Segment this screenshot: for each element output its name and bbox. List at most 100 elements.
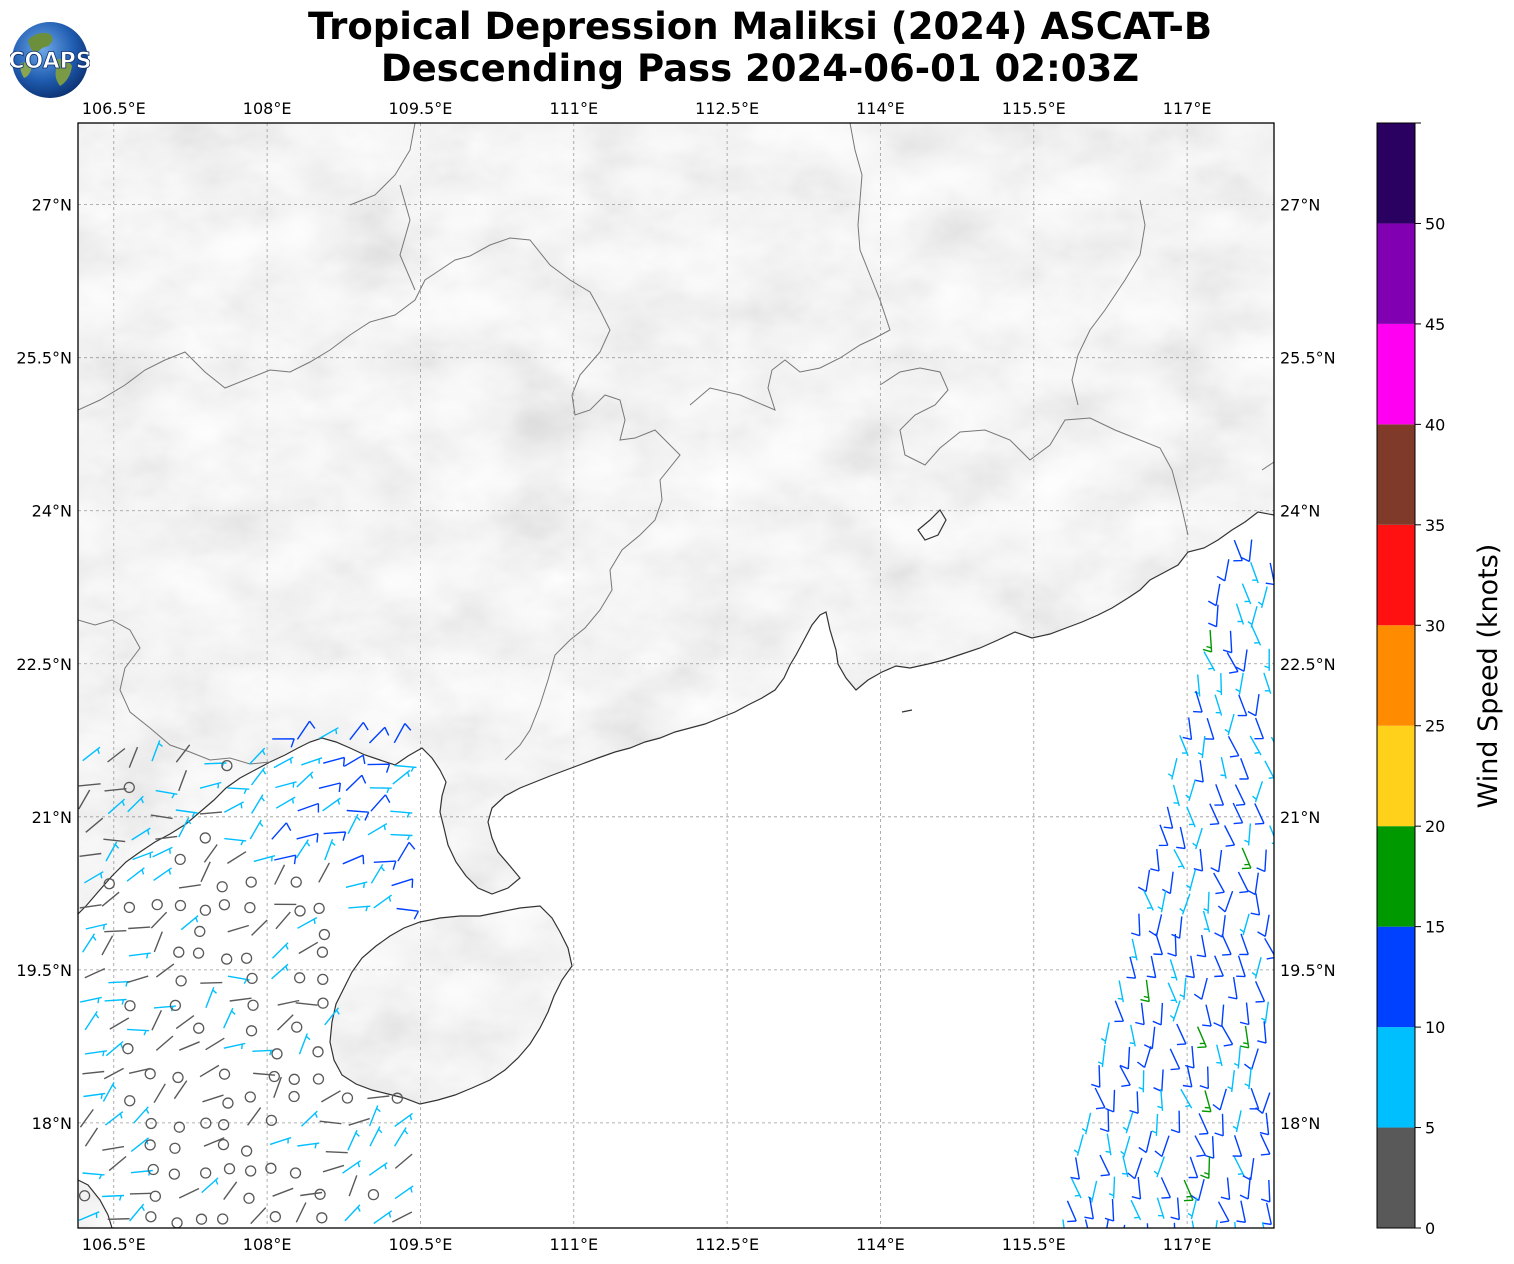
wind-barb — [80, 996, 102, 1004]
wind-barb — [1084, 1196, 1094, 1220]
wind-barb — [1135, 1002, 1145, 1026]
wind-barb — [272, 942, 289, 959]
wind-barb — [152, 846, 173, 858]
lon-tick-label-bottom: 112.5°E — [695, 1235, 759, 1254]
wind-barb — [1129, 1091, 1139, 1114]
wind-barb — [1250, 893, 1261, 916]
longitude-labels-top: 106.5°E 108°E 109.5°E 111°E 112.5°E 114°E 115.… — [82, 99, 1212, 118]
wind-barb — [1264, 648, 1270, 671]
wind-barb — [1250, 562, 1259, 584]
wind-barb — [1232, 802, 1244, 825]
wind-barb — [274, 864, 286, 885]
colorbar-tick-label: 45 — [1425, 315, 1445, 334]
wind-barb — [368, 1105, 381, 1127]
wind-barb — [373, 860, 397, 870]
wind-barb — [1233, 1046, 1241, 1069]
wind-barb — [370, 864, 385, 884]
wind-barb — [249, 819, 264, 840]
wind-barb — [130, 1137, 150, 1152]
wind-barb — [223, 1181, 238, 1201]
wind-barb — [1138, 1070, 1145, 1093]
colorbar-bin — [1377, 1027, 1415, 1128]
colorbar-bin — [1377, 323, 1415, 425]
wind-barb — [272, 1187, 294, 1197]
wind-barb — [1232, 1110, 1242, 1133]
wind-barb — [1148, 914, 1163, 937]
lon-tick-label-bottom: 115.5°E — [1002, 1235, 1066, 1254]
wind-barb — [82, 1070, 105, 1075]
wind-barb — [342, 854, 365, 865]
wind-barb — [79, 1108, 94, 1128]
wind-barb — [1250, 625, 1262, 646]
wind-barb — [1255, 1092, 1271, 1114]
wind-barb — [1233, 1156, 1245, 1177]
wind-barb — [1073, 1134, 1084, 1156]
wind-barb — [203, 844, 218, 863]
wind-barb — [1169, 1000, 1181, 1022]
wind-barb — [224, 837, 247, 846]
wind-barb — [200, 981, 223, 984]
wind-barb — [105, 1040, 124, 1057]
wind-barb — [251, 919, 268, 936]
wind-barb — [1228, 976, 1238, 1000]
wind-barb — [104, 1111, 124, 1126]
wind-barb — [175, 744, 191, 763]
lon-tick-label-bottom: 109.5°E — [388, 1235, 452, 1254]
wind-barb — [1239, 913, 1250, 936]
wind-barb — [1239, 1025, 1250, 1049]
wind-barb — [1254, 803, 1265, 825]
wind-barb — [275, 781, 297, 789]
calm-wind-marker — [290, 876, 302, 888]
wind-barb — [85, 1050, 107, 1057]
wind-barb — [1138, 1130, 1153, 1154]
wind-barb — [199, 1064, 220, 1078]
wind-barb — [178, 817, 192, 838]
wind-barb — [1212, 1088, 1227, 1111]
wind-barb — [1179, 977, 1187, 1000]
wind-barb — [202, 1094, 224, 1103]
wind-barb — [273, 756, 294, 769]
wind-barb — [1131, 938, 1138, 961]
wind-barb — [223, 1042, 246, 1050]
wind-barb — [301, 1110, 318, 1127]
wind-barb — [367, 763, 391, 773]
wind-barb — [1234, 1221, 1236, 1228]
wind-barb — [103, 838, 126, 843]
wind-barb — [1213, 872, 1225, 895]
wind-barb — [1239, 1177, 1251, 1200]
calm-wind-marker — [194, 925, 206, 938]
wind-barb — [1261, 1222, 1265, 1228]
calm-wind-marker — [246, 972, 258, 985]
hainan-coastline — [329, 905, 573, 1105]
wind-barb — [1193, 977, 1208, 1000]
wind-barb — [392, 769, 411, 785]
wind-barb — [1257, 914, 1270, 938]
wind-barb — [1215, 1220, 1218, 1228]
wind-barb — [1136, 1046, 1152, 1068]
wind-barb — [1081, 1112, 1092, 1135]
wind-barb — [349, 721, 369, 741]
calm-wind-marker — [317, 973, 329, 985]
wind-barb — [1167, 933, 1177, 957]
wind-barb — [1246, 872, 1259, 896]
wind-barb — [151, 1010, 163, 1031]
wind-barb — [298, 1033, 311, 1055]
calm-wind-marker — [318, 928, 331, 941]
province-borders — [78, 123, 1274, 765]
wind-barb — [1235, 603, 1245, 625]
calm-wind-marker — [217, 1138, 230, 1151]
calm-wind-marker — [173, 1121, 186, 1133]
wind-barb — [1233, 539, 1243, 562]
wind-barbs — [78, 539, 1274, 1228]
wind-barb — [107, 798, 126, 815]
title-line-2: Descending Pass 2024-06-01 02:03Z — [380, 47, 1140, 90]
wind-barb — [275, 796, 296, 809]
calm-wind-marker — [145, 1211, 157, 1223]
wind-barb — [1185, 779, 1196, 802]
calm-wind-marker — [221, 759, 233, 772]
wind-barb — [155, 1035, 174, 1051]
wind-barb — [84, 1011, 100, 1031]
wind-barb — [1270, 736, 1274, 744]
border-7 — [1261, 461, 1274, 471]
wind-barb — [104, 930, 127, 933]
